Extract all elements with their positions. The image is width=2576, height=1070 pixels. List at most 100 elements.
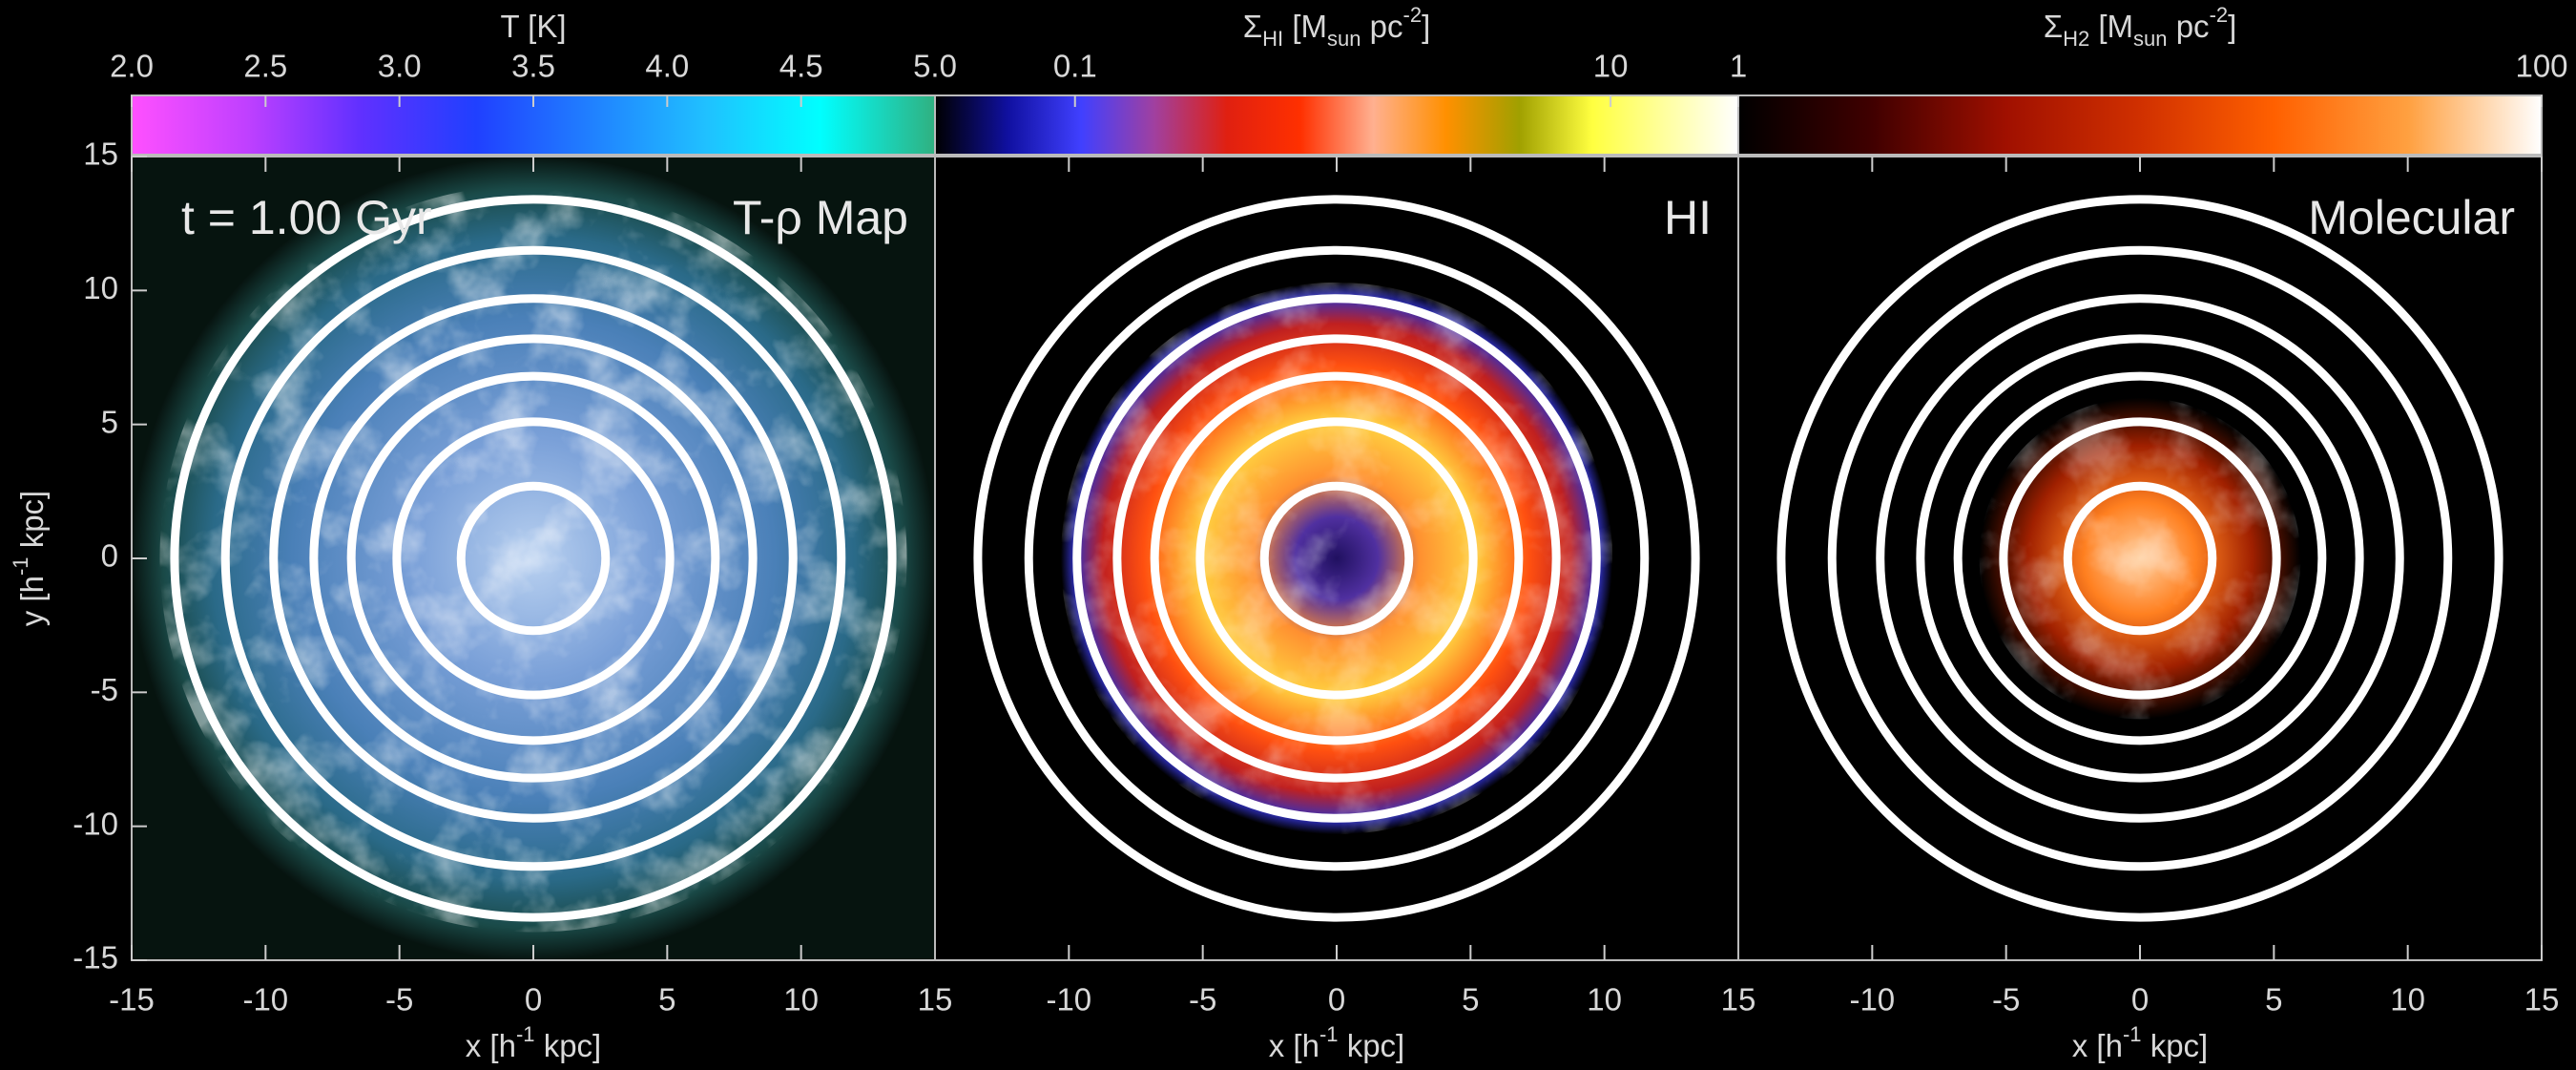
ring	[1999, 417, 2281, 700]
ring	[1827, 245, 2453, 871]
panel	[132, 157, 935, 960]
colorbar-tick-label: 4.0	[645, 49, 689, 84]
ring	[1150, 371, 1524, 745]
x-tick-label: 10	[783, 982, 819, 1018]
label-part: -2	[2210, 3, 2229, 27]
x-tick-label: 0	[2131, 982, 2149, 1018]
gas-texture	[1060, 282, 1613, 835]
y-tick-label: -10	[73, 806, 118, 841]
ring	[1072, 294, 1601, 823]
x-tick-label: 10	[1587, 982, 1622, 1018]
colorbar-tick-label: 2.0	[110, 49, 154, 84]
ring	[1112, 334, 1561, 783]
colorbar-title: ΣHI [Msun pc-2]	[1243, 3, 1430, 51]
ring	[1953, 371, 2327, 745]
annotation: T-ρ Map	[733, 191, 908, 244]
x-tick-label: -5	[385, 982, 413, 1018]
panel	[935, 157, 1738, 960]
label-part: y [h	[14, 576, 50, 626]
annotation: HI	[1664, 191, 1712, 244]
x-tick-label: -10	[1849, 982, 1895, 1018]
label-part: -1	[516, 1022, 535, 1046]
y-tick-label: 10	[83, 270, 118, 305]
y-tick-label: -15	[73, 940, 118, 976]
y-tick-label: 5	[101, 404, 118, 439]
label-part: sun	[2133, 27, 2167, 51]
ring	[1259, 481, 1414, 636]
label-part: -1	[1319, 1022, 1339, 1046]
label-part: kpc]	[535, 1028, 602, 1063]
x-tick-label: 0	[525, 982, 542, 1018]
x-axis-label: x [h-1 kpc]	[2072, 1022, 2208, 1062]
y-tick-label: 15	[83, 136, 118, 172]
colorbar	[934, 94, 1739, 156]
ring	[309, 334, 758, 783]
ring	[973, 195, 1700, 922]
gas-texture	[1979, 397, 2301, 720]
gas-texture	[159, 184, 907, 933]
ring	[269, 294, 798, 823]
colorbar-tick-label: 1	[1730, 49, 1747, 84]
annotation: Molecular	[2308, 191, 2515, 244]
colorbar-title: ΣH2 [Msun pc-2]	[2044, 3, 2237, 51]
y-axis-label: y [h-1 kpc]	[9, 491, 49, 626]
label-part: ]	[1422, 9, 1430, 44]
x-tick-label: 5	[2265, 982, 2282, 1018]
label-part: pc	[2168, 9, 2210, 44]
colorbar	[1737, 94, 2543, 156]
label-part: ]	[2228, 9, 2236, 44]
x-tick-label: 15	[1721, 982, 1756, 1018]
label-part: sun	[1327, 27, 1361, 51]
x-axis-label: x [h-1 kpc]	[466, 1022, 601, 1062]
y-tick-label: -5	[91, 672, 118, 707]
label-part: x [h	[2072, 1028, 2123, 1063]
ring	[456, 481, 611, 636]
colorbar-tick-label: 2.5	[243, 49, 287, 84]
label-part: x [h	[466, 1028, 516, 1063]
colorbar-tick-label: 3.0	[378, 49, 422, 84]
x-tick-label: 0	[1328, 982, 1345, 1018]
x-tick-label: 5	[1462, 982, 1479, 1018]
colorbar-title: T [K]	[500, 9, 566, 44]
colorbar-tick-label: 4.5	[779, 49, 823, 84]
x-tick-label: 15	[918, 982, 953, 1018]
x-tick-label: -5	[1992, 982, 2020, 1018]
ring	[1024, 245, 1650, 871]
label-part: -1	[2123, 1022, 2142, 1046]
ring	[220, 245, 846, 871]
label-part: pc	[1361, 9, 1402, 44]
label-part: [M	[1283, 9, 1327, 44]
label-part: Σ	[2044, 9, 2063, 44]
label-part: kpc]	[14, 491, 50, 557]
x-tick-label: -10	[242, 982, 288, 1018]
colorbar-tick-label: 10	[1593, 49, 1629, 84]
x-tick-label: -15	[109, 982, 155, 1018]
ring	[1876, 294, 2404, 823]
y-tick-label: 0	[101, 538, 118, 574]
annotation: t = 1.00 Gyr	[181, 191, 432, 244]
colorbar-tick-label: 3.5	[511, 49, 555, 84]
x-axis-label: x [h-1 kpc]	[1269, 1022, 1404, 1062]
colorbar-tick-label: 0.1	[1053, 49, 1097, 84]
ring	[1916, 334, 2364, 783]
ring	[2063, 481, 2217, 636]
label-part: kpc]	[2142, 1028, 2209, 1063]
label-part: H2	[2063, 27, 2089, 51]
x-tick-label: 15	[2524, 982, 2560, 1018]
label-part: [M	[2089, 9, 2133, 44]
panel	[1738, 157, 2542, 960]
label-part: Σ	[1243, 9, 1262, 44]
x-tick-label: 5	[658, 982, 675, 1018]
label-part: kpc]	[1339, 1028, 1405, 1063]
x-tick-label: -10	[1046, 982, 1091, 1018]
x-tick-label: -5	[1189, 982, 1216, 1018]
colorbar-tick-label: 5.0	[913, 49, 957, 84]
ring	[1776, 195, 2503, 922]
label-part: -2	[1403, 3, 1423, 27]
label-part: T [K]	[500, 9, 566, 44]
colorbar-tick-label: 100	[2515, 49, 2567, 84]
ring	[346, 371, 720, 745]
label-part: HI	[1262, 27, 1283, 51]
label-part: x [h	[1269, 1028, 1319, 1063]
